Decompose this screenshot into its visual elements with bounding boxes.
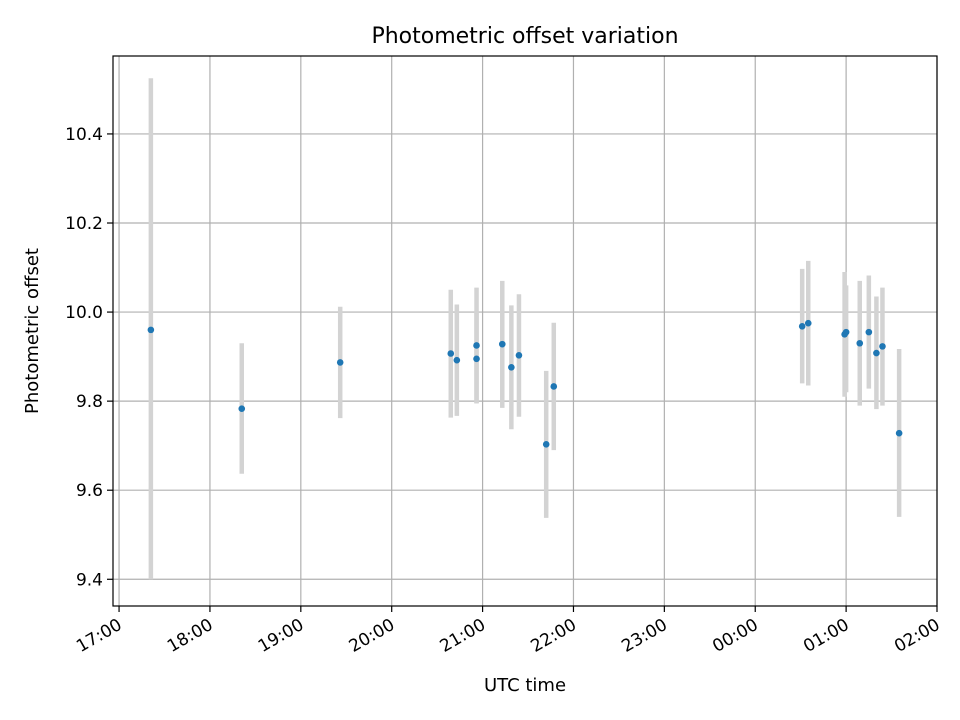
- x-tick-label: 23:00: [618, 615, 670, 657]
- data-point: [515, 351, 523, 359]
- data-point: [804, 319, 812, 327]
- y-tick-label: 10.0: [65, 303, 103, 323]
- x-tick-label: 21:00: [437, 615, 489, 657]
- data-point: [865, 328, 873, 336]
- y-tick-label: 10.4: [65, 125, 103, 145]
- x-tick-label: 18:00: [164, 615, 216, 657]
- data-point: [473, 342, 480, 349]
- error-bars: [148, 78, 902, 580]
- y-axis-label: Photometric offset: [22, 248, 43, 414]
- y-axis-ticks: 9.4 9.6 9.8 10.0 10.2 10.4: [65, 125, 113, 590]
- x-tick-label: 20:00: [346, 615, 398, 657]
- data-point: [498, 340, 506, 348]
- data-point: [542, 441, 550, 448]
- y-tick-label: 9.8: [76, 392, 103, 412]
- data-point: [336, 359, 344, 366]
- data-point: [873, 349, 880, 357]
- x-tick-label: 19:00: [255, 615, 307, 657]
- x-axis-ticks: 17:00 18:00 19:00 20:00 21:00 22:00 23:00 00:00…: [73, 606, 944, 657]
- x-axis-label: UTC time: [484, 675, 566, 696]
- data-points: [147, 319, 903, 448]
- plot-frame: [112, 55, 938, 607]
- data-point: [895, 429, 903, 437]
- data-point: [238, 405, 246, 413]
- data-point: [798, 323, 806, 330]
- x-tick-label: 22:00: [528, 615, 580, 657]
- x-tick-label: 00:00: [709, 615, 761, 657]
- chart-title: Photometric offset variation: [371, 24, 678, 49]
- data-point: [473, 355, 480, 363]
- data-point: [879, 343, 886, 350]
- y-tick-label: 9.6: [76, 481, 103, 501]
- y-tick-label: 9.4: [76, 570, 103, 590]
- x-tick-label: 01:00: [800, 615, 852, 657]
- data-point: [550, 383, 558, 390]
- y-tick-label: 10.2: [65, 214, 103, 234]
- grid: [113, 56, 938, 606]
- x-tick-label: 17:00: [73, 615, 125, 657]
- data-point: [508, 363, 515, 371]
- data-point: [447, 350, 455, 357]
- data-point: [147, 326, 155, 334]
- data-point: [842, 328, 850, 336]
- data-point: [453, 356, 461, 364]
- data-point: [856, 339, 864, 347]
- x-tick-label: 02:00: [891, 615, 943, 657]
